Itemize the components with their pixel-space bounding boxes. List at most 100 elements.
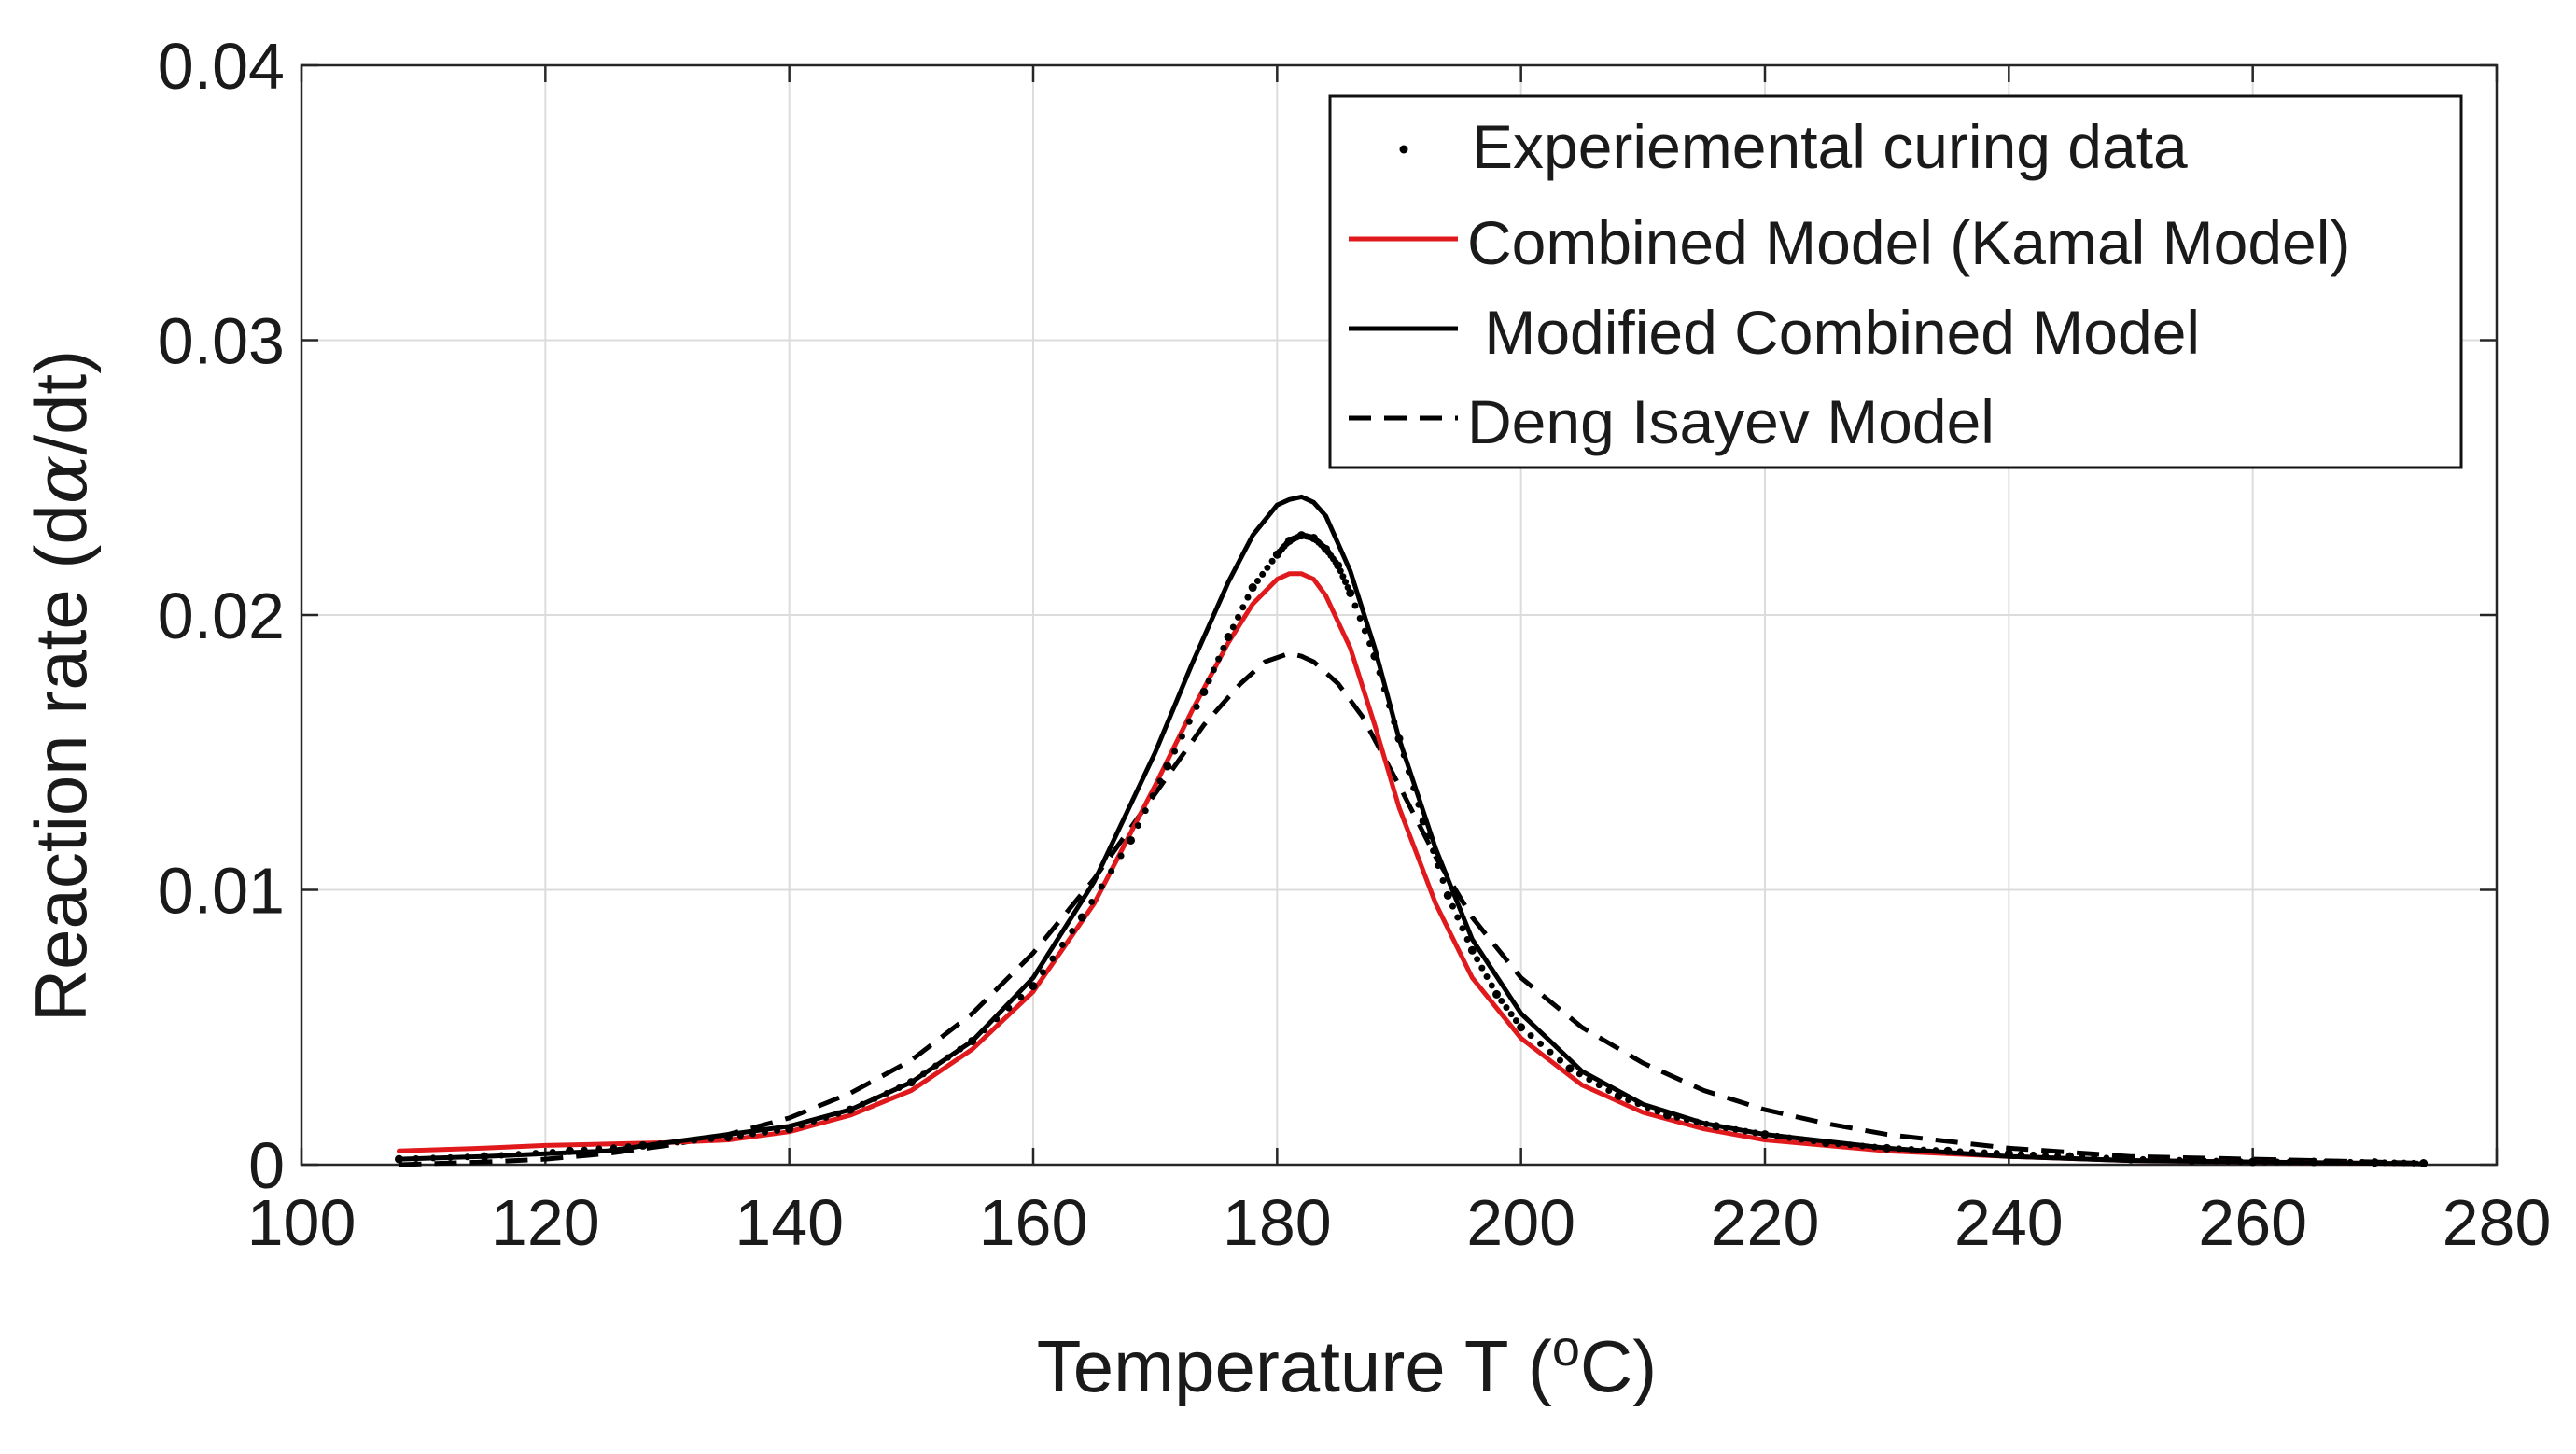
data-point-fill (610, 1144, 618, 1152)
data-point-fill (1253, 577, 1261, 584)
y-axis-title-main: Reaction rate (d (20, 504, 102, 1022)
x-tick-label: 240 (1954, 1186, 2064, 1259)
y-tick-label: 0.02 (158, 580, 285, 652)
data-point-fill (1220, 644, 1227, 651)
data-point (1467, 945, 1477, 955)
data-point-fill (1908, 1146, 1915, 1153)
data-point-fill (2359, 1159, 2366, 1167)
data-point-fill (1693, 1118, 1701, 1125)
data-point-fill (1235, 613, 1242, 621)
x-tick-label: 100 (247, 1186, 357, 1259)
data-point-fill (1474, 956, 1481, 963)
data-point-fill (691, 1137, 698, 1144)
data-point-fill (2261, 1158, 2269, 1166)
data-point-fill (1424, 832, 1432, 840)
legend: Experiemental curing data Combined Model… (1328, 94, 2463, 469)
data-point (2126, 1154, 2135, 1164)
data-point-fill (1556, 1056, 1563, 1064)
data-point-fill (1512, 1017, 1519, 1025)
data-point-fill (1386, 702, 1393, 709)
data-point-fill (2346, 1158, 2354, 1166)
data-point-fill (1810, 1138, 1817, 1145)
data-point-fill (2103, 1154, 2110, 1162)
data-point-fill (810, 1117, 818, 1125)
series-line-deng-isayev-model (399, 650, 2424, 1167)
data-point-fill (1993, 1150, 2000, 1157)
data-point-fill (1215, 655, 1223, 663)
data-point-fill (1537, 1040, 1545, 1047)
data-point-fill (1229, 623, 1237, 631)
y-tick-label: 0.01 (158, 855, 285, 928)
legend-marker-experimental (1399, 145, 1408, 154)
data-point-fill (2298, 1158, 2305, 1166)
data-point-fill (1742, 1127, 1749, 1135)
data-point-fill (834, 1110, 842, 1117)
data-point-fill (1391, 719, 1398, 726)
data-point (1614, 1091, 1623, 1100)
data-point-fill (993, 1015, 1001, 1023)
data-point-fill (1785, 1134, 1793, 1141)
data-point-fill (871, 1095, 878, 1102)
data-point (1821, 1138, 1830, 1147)
data-point-fill (1454, 914, 1462, 921)
data-point-fill (1834, 1140, 1841, 1148)
data-point (2004, 1149, 2013, 1158)
data-point-fill (1239, 604, 1247, 611)
y-axis-ticks: 0 0.01 0.02 0.03 0.04 (158, 30, 2497, 1202)
data-point-fill (1098, 883, 1105, 890)
data-point-fill (1088, 898, 1096, 905)
data-point (1163, 762, 1172, 771)
data-point-fill (2042, 1152, 2050, 1159)
data-point-fill (981, 1027, 988, 1034)
data-point-fill (957, 1045, 964, 1053)
data-point (1883, 1143, 1892, 1153)
data-point-fill (673, 1139, 680, 1146)
data-point-fill (1430, 847, 1437, 855)
data-point-fill (2091, 1153, 2098, 1161)
x-axis-title-tail: C) (1580, 1325, 1657, 1407)
data-point (1224, 633, 1233, 642)
data-point-fill (2410, 1159, 2417, 1167)
data-point-fill (1702, 1120, 1710, 1127)
data-point-fill (429, 1154, 437, 1162)
data-point-fill (1049, 955, 1057, 962)
x-tick-label: 280 (2443, 1186, 2552, 1259)
y-tick-label: 0.04 (158, 30, 285, 103)
data-point-fill (822, 1113, 830, 1121)
data-point (2419, 1159, 2429, 1168)
data-point-fill (762, 1128, 769, 1136)
data-point-fill (1773, 1132, 1781, 1139)
data-point-fill (1185, 718, 1193, 725)
legend-box (1328, 94, 2463, 469)
data-point (1565, 1064, 1575, 1073)
data-point-fill (883, 1089, 890, 1097)
data-point-fill (1039, 969, 1046, 976)
data-point-fill (1595, 1082, 1603, 1089)
data-point (1199, 687, 1209, 696)
data-point-fill (497, 1152, 505, 1159)
data-point (1492, 989, 1502, 999)
data-point-fill (1141, 807, 1149, 815)
data-point (906, 1078, 916, 1087)
data-point-fill (2390, 1159, 2398, 1167)
data-point-fill (1342, 579, 1350, 586)
x-axis-ticks: 100 120 140 160 180 200 220 240 260 280 (247, 65, 2552, 1259)
data-point (968, 1036, 977, 1045)
data-point-fill (707, 1135, 715, 1142)
data-point-fill (1268, 557, 1276, 565)
data-point-fill (1117, 852, 1125, 860)
x-tick-label: 140 (735, 1186, 844, 1259)
data-point-fill (1956, 1148, 1964, 1155)
data-point-fill (1683, 1116, 1690, 1124)
data-point-fill (1058, 941, 1066, 948)
data-point-fill (1178, 733, 1185, 740)
data-point-fill (1264, 564, 1271, 571)
data-point-fill (2381, 1159, 2388, 1167)
data-point-fill (1547, 1048, 1554, 1056)
data-point-fill (1361, 627, 1368, 635)
data-point-fill (1634, 1100, 1642, 1108)
data-point-fill (736, 1132, 744, 1139)
data-point-fill (2322, 1158, 2330, 1166)
data-point-fill (1005, 1004, 1013, 1012)
data-point-fill (919, 1070, 927, 1078)
